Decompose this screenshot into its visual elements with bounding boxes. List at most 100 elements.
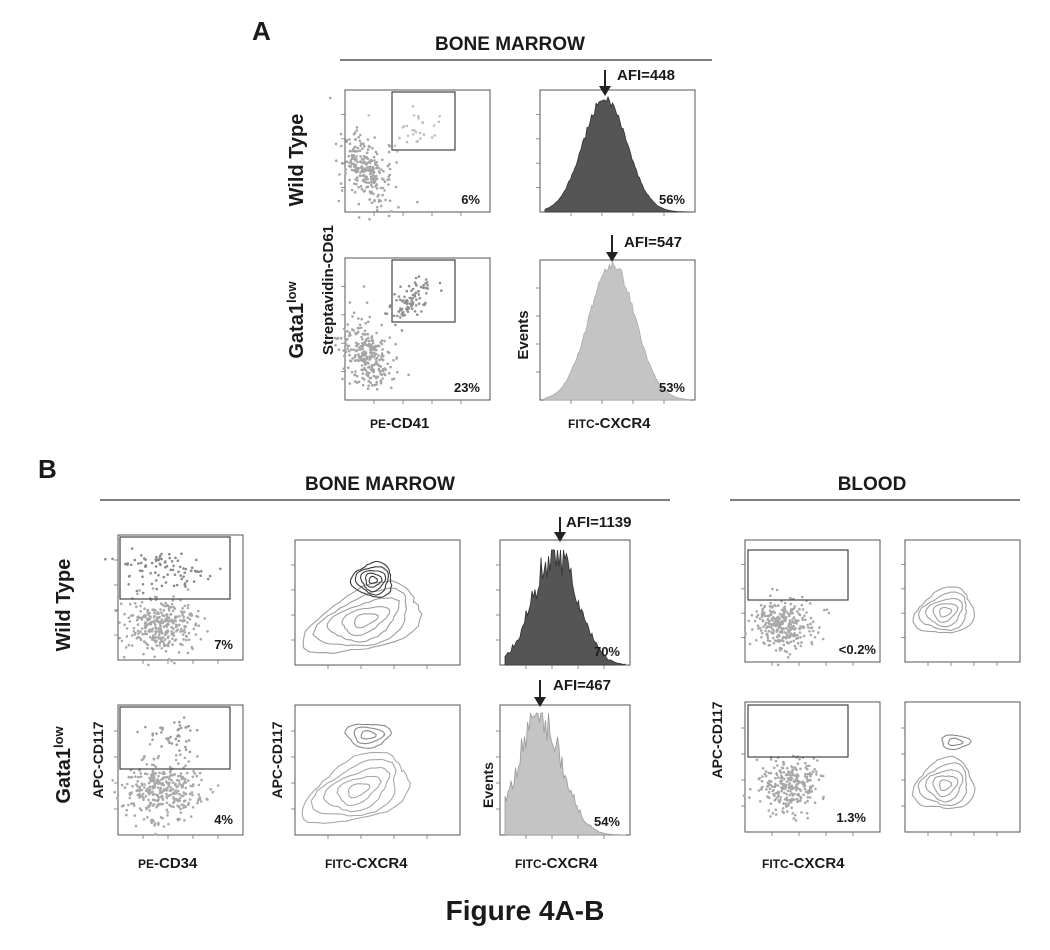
event-dot [166,814,169,817]
event-dot [182,806,185,810]
event-dot [167,607,171,610]
event-dot [160,778,163,781]
event-dot [776,663,780,667]
event-dot [789,790,792,793]
event-dot [370,367,374,370]
event-dot [761,610,764,614]
event-dot [792,639,795,643]
event-dot [425,292,428,295]
event-dot [368,198,371,201]
event-dot [373,363,376,367]
event-dot [424,278,428,281]
event-dot [787,771,791,774]
event-dot [795,777,798,780]
event-dot [796,782,799,785]
afi-arrow-head [606,252,618,262]
event-dot [359,160,362,163]
event-dot [438,281,442,285]
event-dot [136,592,139,596]
event-dot [181,633,185,636]
event-dot [366,336,370,340]
event-dot [782,785,785,789]
event-dot [182,638,185,641]
event-dot [766,614,769,618]
b1-xlabel: PE-CD34 [138,855,198,872]
event-dot [797,794,801,797]
event-dot [172,634,176,637]
event-dot [780,614,783,618]
event-dot [152,776,155,780]
event-dot [165,737,168,740]
contour-line [939,606,953,618]
contour-line [322,766,391,813]
event-dot [175,615,179,618]
event-dot [810,789,813,793]
event-dot [370,363,374,367]
event-dot [786,804,790,807]
event-dot [773,617,777,621]
event-dot [388,178,391,181]
event-dot [788,653,792,656]
event-dot [775,772,778,775]
event-dot [380,323,384,327]
panel-b-blood-gata1-2 [901,701,1021,836]
histogram-light [544,260,691,401]
event-dot [373,177,376,181]
event-dot [152,757,156,761]
contour-line [917,762,968,807]
event-dot [127,575,131,578]
event-dot [788,596,792,600]
event-dot [347,154,351,158]
event-dot [756,613,760,617]
event-dot [372,192,375,196]
event-dot [406,299,409,303]
event-dot [157,630,160,633]
event-dot [805,811,809,815]
event-dot [368,166,372,170]
event-dot [366,361,370,364]
event-dot [137,615,140,618]
event-dot [808,602,812,605]
b2-xlabel: FITC-CXCR4 [325,855,408,872]
event-dot [132,630,136,633]
event-dot [771,812,775,815]
contour-line [341,606,391,637]
xlabel-rest: -CD34 [154,855,198,872]
event-dot [360,364,364,367]
event-dot [184,748,188,751]
event-dot [340,189,344,192]
event-dot [375,387,379,391]
event-dot [172,595,175,598]
event-dot [193,772,197,775]
event-dot [373,199,376,203]
afi-label: AFI=448 [617,67,675,84]
contour-line [301,751,412,824]
event-dot [161,636,165,639]
xlabel-prefix: PE [138,857,154,871]
event-dot [347,366,350,370]
event-dot [803,787,807,791]
event-dot [187,631,191,635]
event-dot [789,628,792,632]
event-dot [766,636,770,640]
event-dot [183,799,187,803]
event-dot [792,633,796,636]
event-dot [339,337,343,340]
event-dot [813,636,817,639]
event-dot [190,614,194,617]
dot-cloud-sparse [367,105,442,153]
contour-upper [344,723,392,749]
event-dot [793,813,797,817]
event-dot [369,158,373,162]
event-dot [156,611,160,614]
contour-line [354,566,390,596]
event-dot [371,147,374,150]
event-dot [182,567,185,570]
event-dot [127,643,131,647]
contour-line [354,613,379,629]
event-dot [370,353,374,357]
event-dot [362,190,366,193]
event-dot [154,832,157,836]
event-dot [176,559,180,562]
event-dot [179,630,182,633]
